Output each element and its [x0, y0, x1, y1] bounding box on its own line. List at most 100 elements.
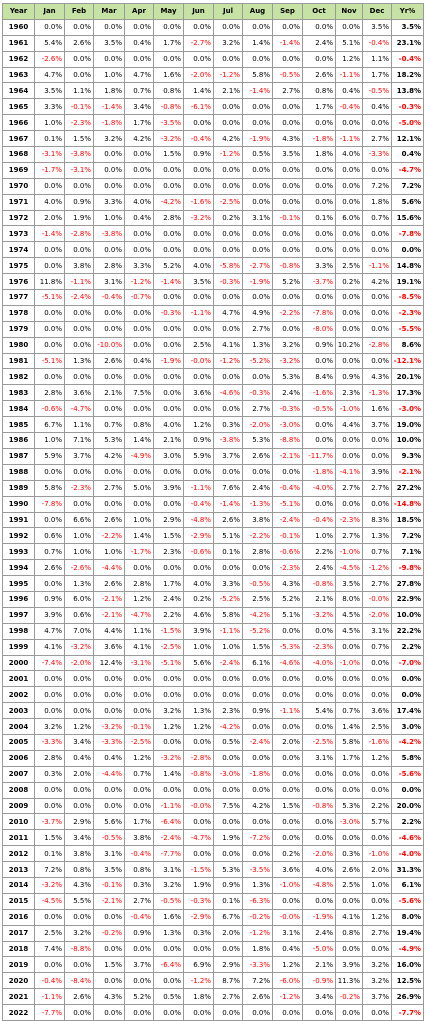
monthly-return-cell: 2.5%: [242, 590, 273, 608]
monthly-return-cell: 1.0%: [302, 527, 336, 545]
monthly-return-cell: 0.9%: [34, 590, 65, 608]
monthly-return-cell: -0.0%: [362, 590, 392, 608]
yearly-return-cell: 15.6%: [391, 209, 424, 227]
year-cell: 1985: [2, 416, 35, 434]
monthly-return-cell: 0.4%: [93, 749, 125, 767]
table-row: 2019 0.0% 0.0% 1.5% 3.7% -6.4% 6.9% 2.9% -3.3% 1.…: [2, 956, 424, 974]
monthly-return-cell: 0.0%: [34, 304, 65, 322]
monthly-return-cell: 2.6%: [242, 988, 273, 1006]
monthly-return-cell: -4.9%: [124, 447, 154, 465]
monthly-return-cell: 7.2%: [34, 861, 65, 878]
monthly-return-cell: 2.2%: [362, 797, 392, 815]
table-row: 1967 0.1% 1.5% 3.2% 4.2% -3.2% -0.4% 4.2% -1.9% 4…: [2, 130, 424, 148]
monthly-return-cell: 0.0%: [34, 257, 65, 275]
table-row: 2022 -7.7% 0.0% 0.0% 0.0% 0.0% 0.0% 0.0% 0.0% 0.0…: [2, 1004, 424, 1021]
monthly-return-cell: 0.0%: [213, 289, 243, 306]
monthly-return-cell: 0.0%: [183, 400, 214, 418]
monthly-return-cell: -8.0%: [302, 320, 336, 338]
table-row: 2005 -3.3% 3.4% -3.3% -2.5% 0.0% 0.0% 0.5% -2.4%…: [2, 733, 424, 751]
monthly-return-cell: -2.8%: [183, 749, 214, 767]
monthly-return-cell: -4.7%: [183, 829, 214, 847]
table-row: 1994 2.6% -2.6% -4.4% 0.0% 0.0% 0.0% 0.0% 0.0% -2…: [2, 559, 424, 577]
table-row: 1989 5.8% -2.3% 2.7% 5.0% 3.9% -1.1% 7.6% 2.4% -0…: [2, 479, 424, 497]
monthly-return-cell: 0.0%: [93, 320, 125, 338]
monthly-return-cell: 4.0%: [153, 416, 184, 434]
monthly-return-cell: 7.5%: [213, 797, 243, 815]
monthly-return-cell: 5.8%: [34, 479, 65, 497]
yearly-return-cell: -2.1%: [391, 463, 424, 481]
monthly-return-cell: 2.1%: [302, 956, 336, 974]
monthly-return-cell: -7.8%: [34, 495, 65, 513]
monthly-return-cell: -3.0%: [213, 765, 243, 783]
column-header-mar: Mar: [93, 3, 125, 20]
monthly-return-cell: 0.0%: [124, 972, 154, 990]
monthly-return-cell: 4.7%: [34, 622, 65, 640]
monthly-return-cell: 2.8%: [124, 575, 154, 592]
monthly-return-cell: 2.7%: [362, 130, 392, 148]
year-cell: 1992: [2, 527, 35, 545]
monthly-return-cell: 3.2%: [362, 956, 392, 974]
monthly-return-cell: 6.9%: [183, 956, 214, 974]
monthly-return-cell: 2.7%: [124, 892, 154, 910]
monthly-return-cell: 2.3%: [153, 543, 184, 561]
monthly-return-cell: 0.0%: [124, 177, 154, 195]
monthly-return-cell: 0.0%: [124, 797, 154, 815]
monthly-return-cell: 0.0%: [183, 845, 214, 863]
monthly-return-cell: 0.0%: [153, 384, 184, 402]
monthly-return-cell: 1.3%: [153, 924, 184, 942]
monthly-return-cell: -0.1%: [272, 209, 303, 227]
monthly-return-cell: 3.9%: [335, 956, 363, 974]
monthly-return-cell: 0.0%: [362, 765, 392, 783]
monthly-return-cell: 2.4%: [242, 479, 273, 497]
monthly-return-cell: 0.0%: [362, 352, 392, 370]
monthly-return-cell: 3.1%: [302, 749, 336, 767]
year-cell: 2016: [2, 908, 35, 926]
monthly-return-cell: -4.6%: [272, 654, 303, 672]
yearly-return-cell: 7.1%: [391, 543, 424, 561]
monthly-return-cell: 0.0%: [183, 368, 214, 386]
column-header-feb: Feb: [64, 3, 94, 20]
monthly-return-cell: 0.0%: [302, 50, 336, 68]
year-cell: 2006: [2, 749, 35, 767]
table-row: 1993 0.7% 1.0% 1.0% -1.7% 2.3% -0.6% 0.1% 2.8% -0…: [2, 543, 424, 561]
monthly-return-cell: -2.7%: [242, 257, 273, 275]
monthly-return-cell: -1.1%: [362, 257, 392, 275]
table-row: 1979 0.0% 0.0% 0.0% 0.0% 0.0% 0.0% 0.0% 2.7% 0.0%…: [2, 320, 424, 338]
year-cell: 1999: [2, 638, 35, 656]
yearly-return-cell: 18.2%: [391, 66, 424, 84]
monthly-return-cell: -0.3%: [153, 304, 184, 322]
monthly-return-cell: -2.4%: [213, 654, 243, 672]
monthly-return-cell: 0.0%: [362, 304, 392, 322]
monthly-return-cell: 5.2%: [124, 988, 154, 1006]
monthly-return-cell: 0.0%: [124, 304, 154, 322]
monthly-return-cell: 0.0%: [272, 749, 303, 767]
yearly-return-cell: 10.0%: [391, 606, 424, 624]
monthly-return-cell: 3.2%: [153, 876, 184, 894]
table-row: 1960 0.0% 0.0% 0.0% 0.0% 0.0% 0.0% 0.0% 0.0% 0.0%…: [2, 18, 424, 36]
monthly-return-cell: 0.0%: [242, 241, 273, 259]
monthly-return-cell: 2.1%: [213, 82, 243, 100]
monthly-return-cell: 8.7%: [213, 972, 243, 990]
monthly-return-cell: -1.2%: [213, 352, 243, 370]
monthly-return-cell: 2.1%: [302, 590, 336, 608]
monthly-return-cell: -8.8%: [64, 940, 94, 958]
monthly-return-cell: 6.7%: [213, 908, 243, 926]
column-header-aug: Aug: [242, 3, 273, 20]
monthly-return-cell: 3.3%: [213, 575, 243, 592]
monthly-return-cell: 0.0%: [242, 161, 273, 179]
monthly-return-cell: 0.0%: [93, 495, 125, 513]
monthly-return-cell: -4.7%: [64, 400, 94, 418]
monthly-return-cell: -4.8%: [302, 876, 336, 894]
monthly-return-cell: 1.8%: [183, 988, 214, 1006]
monthly-return-cell: 0.0%: [213, 813, 243, 831]
monthly-return-cell: -0.5%: [302, 400, 336, 418]
monthly-return-cell: 0.0%: [64, 18, 94, 36]
monthly-return-cell: -1.2%: [183, 972, 214, 990]
monthly-return-cell: 0.0%: [64, 670, 94, 688]
monthly-return-cell: -1.6%: [302, 384, 336, 402]
monthly-return-cell: 0.0%: [153, 368, 184, 386]
monthly-return-cell: 2.9%: [213, 956, 243, 974]
year-cell: 2019: [2, 956, 35, 974]
monthly-return-cell: -2.1%: [93, 892, 125, 910]
monthly-return-cell: 1.3%: [64, 575, 94, 592]
